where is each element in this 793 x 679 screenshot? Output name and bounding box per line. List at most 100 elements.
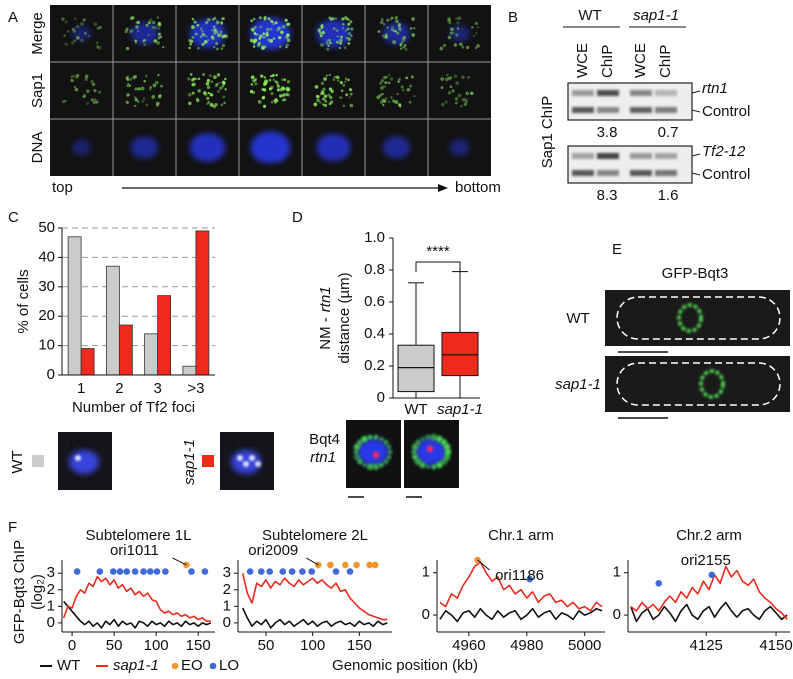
sap1-focus <box>259 34 263 38</box>
gel-band <box>630 170 652 176</box>
origin-dot <box>299 568 306 575</box>
target-label: rtn1 <box>702 80 728 97</box>
cell-outline <box>616 296 781 340</box>
sap1-focus <box>344 80 347 83</box>
y-axis-label: distance (µm) <box>336 272 353 363</box>
sap1-focus <box>385 75 388 79</box>
bqt4-signal <box>411 443 419 451</box>
sap1-focus <box>454 97 459 101</box>
bqt4-signal <box>420 436 425 442</box>
sap1-focus <box>396 92 399 96</box>
sap1-focus <box>70 40 75 45</box>
sap1-focus <box>206 96 210 100</box>
axis-end-label: bottom <box>455 179 501 196</box>
sap1-focus <box>96 26 100 30</box>
sap1-focus <box>336 75 340 80</box>
sap1-focus <box>157 74 160 77</box>
origin-dot <box>371 561 379 569</box>
bqt4-signal <box>443 443 451 451</box>
sap1-focus <box>411 33 416 37</box>
sap1-focus <box>269 19 273 23</box>
sap1-focus <box>154 25 158 30</box>
sap1-focus <box>284 18 288 22</box>
sap1-focus <box>447 91 452 95</box>
gel-band <box>655 170 677 176</box>
sap1-focus <box>206 17 211 22</box>
panel-label: D <box>292 209 303 226</box>
sap1-focus <box>194 77 198 81</box>
x-tick-label: 1 <box>77 380 85 397</box>
sap1-focus <box>70 75 74 79</box>
sap1-focus <box>136 20 141 25</box>
sap1-focus <box>464 98 468 102</box>
bqt4-signal <box>353 449 359 455</box>
sap1-focus <box>383 99 387 103</box>
sap1-focus <box>448 21 452 25</box>
sap1-focus <box>322 87 326 92</box>
sap1-focus <box>210 29 214 32</box>
origin-dot <box>258 568 265 575</box>
sap1-focus <box>465 91 470 96</box>
sap1-focus <box>384 81 388 85</box>
sap1-focus <box>191 35 195 39</box>
sap1-focus <box>455 81 460 86</box>
sap1-focus <box>411 17 415 21</box>
chip-line <box>630 601 788 623</box>
sap1-focus <box>260 45 265 49</box>
legend-label: sap1-1 <box>113 657 159 674</box>
sap1-focus <box>387 81 391 85</box>
image-label: Tf2 <box>229 433 251 450</box>
origin-dot <box>73 568 81 575</box>
bqt4-signal <box>415 439 421 446</box>
sap1-focus <box>328 73 331 77</box>
cell-image <box>605 356 790 412</box>
sap1-focus <box>332 78 336 82</box>
sap1-focus <box>191 83 195 87</box>
sap1-focus <box>329 18 333 21</box>
bar <box>182 365 197 376</box>
sap1-focus <box>125 76 129 80</box>
origin-dot <box>366 561 373 569</box>
sap1-focus <box>461 98 465 102</box>
y-tick-label: 0 <box>377 389 385 406</box>
sap1-focus <box>211 36 215 41</box>
y-label-prefix: NM - <box>317 317 334 350</box>
sap1-focus <box>347 42 351 45</box>
x-tick-label: 4960 <box>452 637 485 654</box>
legend-swatch <box>32 455 44 467</box>
y-tick-label: 1.0 <box>364 229 385 246</box>
sap1-focus <box>213 28 217 32</box>
sap1-focus <box>276 88 280 92</box>
y-tick-label: 0 <box>613 606 621 623</box>
sap1-focus <box>350 34 353 38</box>
sap1-focus <box>263 18 267 22</box>
gel-band <box>630 107 652 113</box>
sap1-focus <box>325 74 328 77</box>
bqt4-signal <box>372 463 380 471</box>
sap1-focus <box>285 35 289 40</box>
sap1-focus <box>213 46 216 49</box>
sap1-focus <box>85 101 90 106</box>
gel-band <box>655 90 677 96</box>
origin-dot <box>279 568 287 575</box>
sap1-focus <box>151 26 155 30</box>
sap1-focus <box>382 85 386 89</box>
sap1-focus <box>347 78 350 82</box>
chart-title: Subtelomere 2L <box>262 527 368 544</box>
origin-dot <box>116 568 124 575</box>
sap1-focus <box>134 39 138 43</box>
sap1-focus <box>155 101 160 106</box>
sap1-focus <box>413 95 416 98</box>
sap1-focus <box>129 30 133 34</box>
sap1-focus <box>215 47 219 51</box>
bqt3-ring <box>699 369 725 399</box>
sap1-focus <box>321 31 325 35</box>
sap1-focus <box>262 88 267 92</box>
sap1-focus <box>217 33 221 38</box>
sap1-focus <box>459 42 463 46</box>
gel-band <box>597 90 619 96</box>
sap1-focus <box>199 27 203 30</box>
sap1-focus <box>401 38 405 43</box>
sap1-focus <box>189 42 193 46</box>
sap1-focus <box>339 38 343 43</box>
